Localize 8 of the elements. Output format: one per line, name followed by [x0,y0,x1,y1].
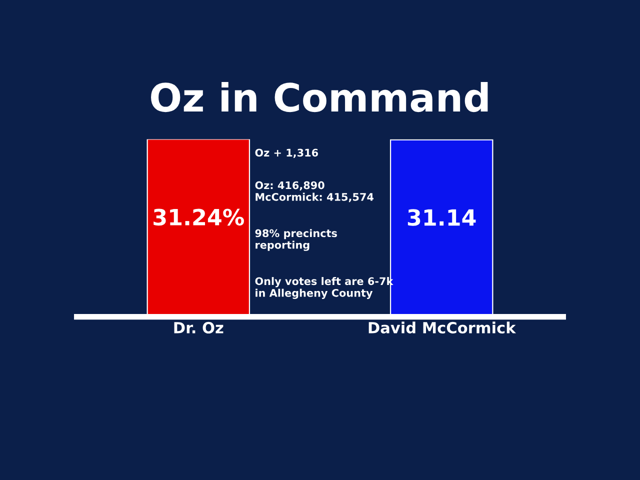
annotation: Oz: 416,890 McCormick: 415,574 [255,181,374,202]
annotation: Oz + 1,316 [255,148,318,158]
x-tick-label: David McCormick [368,322,516,334]
annotation: 98% precincts reporting [255,229,337,251]
data-label: 31.14 [408,209,476,226]
data-label: 31.24% [154,208,244,226]
chart-title: Oz in Command [151,82,488,112]
x-tick-label: Dr. Oz [174,322,224,334]
